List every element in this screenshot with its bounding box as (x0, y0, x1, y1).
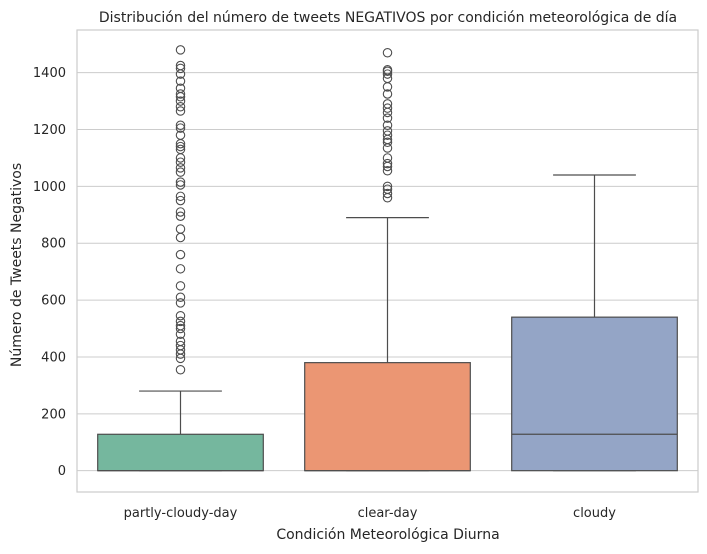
outlier-point (382, 65, 393, 75)
x-tick-label: clear-day (358, 506, 418, 521)
outlier-point (175, 102, 186, 112)
chart-title: Distribución del número de tweets NEGATI… (99, 10, 677, 26)
outlier-point (175, 163, 186, 173)
outlier-point (175, 45, 186, 55)
outlier-point (175, 144, 186, 155)
outlier-point (382, 99, 393, 109)
outlier-point (175, 249, 186, 260)
y-tick-label: 1400 (33, 66, 66, 81)
outlier-point (175, 323, 186, 334)
outlier-point (175, 106, 186, 116)
outlier-point (382, 103, 393, 113)
box-cloudy (511, 316, 678, 472)
outlier-point (382, 130, 393, 140)
outlier-point (175, 63, 186, 74)
outlier-point (175, 76, 186, 86)
outlier-point (175, 191, 186, 202)
outlier-point (382, 184, 393, 194)
x-axis-label: Condición Meteorológica Diurna (276, 527, 499, 543)
outlier-point (175, 310, 186, 321)
outlier-point (175, 177, 186, 187)
outlier-point (175, 298, 186, 308)
outlier-point (382, 89, 393, 99)
outlier-point (175, 141, 186, 152)
y-tick-label: 1000 (33, 180, 66, 195)
outlier-point (175, 281, 186, 291)
x-tick-label: partly-cloudy-day (124, 506, 238, 521)
outlier-point (382, 153, 393, 163)
outlier-point (175, 320, 186, 331)
y-tick-label: 800 (41, 237, 66, 252)
outlier-point (175, 130, 186, 140)
outlier-point (175, 207, 186, 217)
outlier-point (175, 211, 186, 221)
outlier-point (382, 188, 393, 199)
box-partly-cloudy-day (97, 433, 264, 472)
outlier-point (382, 126, 393, 136)
outlier-point (382, 181, 393, 192)
outlier-point (175, 232, 186, 243)
y-tick-label: 400 (41, 350, 66, 365)
box-clear-day (304, 362, 471, 472)
outlier-point (175, 292, 186, 302)
outlier-point (382, 47, 393, 58)
outlier-point (175, 167, 186, 177)
y-tick-label: 200 (41, 407, 66, 422)
outlier-point (175, 340, 186, 351)
outlier-point (175, 180, 186, 190)
outlier-point (175, 83, 186, 94)
outlier-point (382, 137, 393, 148)
outlier-point (175, 120, 186, 130)
y-tick-label: 0 (58, 464, 66, 479)
outlier-point (175, 157, 186, 167)
y-axis-label: Número de Tweets Negativos (9, 163, 25, 367)
outlier-point (382, 69, 393, 79)
outlier-point (175, 89, 186, 99)
outlier-point (175, 123, 186, 133)
y-tick-label: 600 (41, 294, 66, 309)
outlier-point (175, 336, 186, 347)
outlier-point (175, 224, 186, 234)
outlier-point (175, 264, 186, 274)
outlier-point (175, 364, 186, 375)
x-tick-label: cloudy (573, 506, 616, 521)
outlier-point (175, 60, 186, 71)
outlier-point (382, 165, 393, 176)
outlier-point (175, 316, 186, 327)
outlier-point (382, 120, 393, 130)
y-tick-label: 1200 (33, 123, 66, 138)
outlier-point (382, 158, 393, 169)
plot-frame (76, 29, 699, 493)
outlier-point (382, 113, 393, 123)
outlier-point (175, 195, 186, 206)
outlier-point (175, 96, 186, 106)
